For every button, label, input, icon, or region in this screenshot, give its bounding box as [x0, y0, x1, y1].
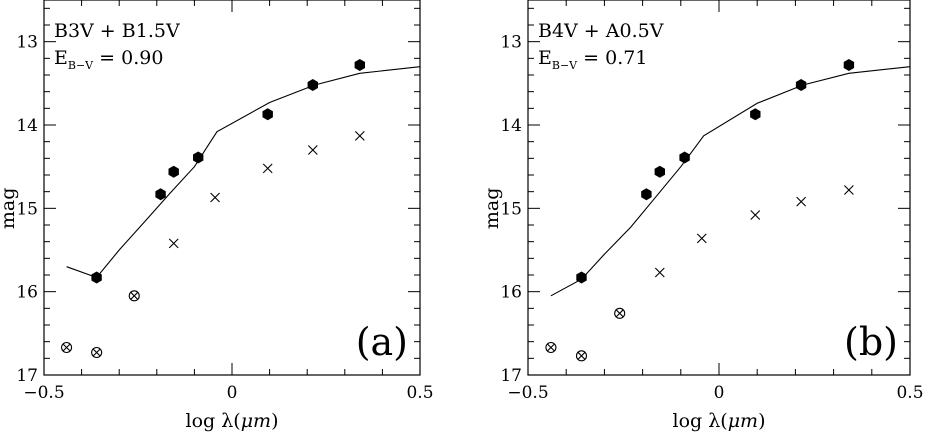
- cross-point: [262, 163, 273, 174]
- spectral-types-label: B4V + A0.5V: [538, 20, 664, 42]
- reddening-label: EB−V = 0.90: [54, 47, 163, 72]
- cross-point: [307, 145, 318, 155]
- y-tick-label: 17: [500, 366, 522, 386]
- observed-point: [262, 108, 273, 121]
- cross-point: [354, 130, 365, 141]
- circled-cross-point: [545, 341, 557, 354]
- chart-panel-b: −0.5 0 0.5 13 14 15 16 17 log λ(μm) mag B4V + A0.5…: [481, 0, 924, 432]
- observed-point: [679, 151, 690, 164]
- observed-point: [193, 151, 204, 164]
- x-tick-label: 0: [227, 383, 238, 403]
- panel-label: (a): [356, 320, 408, 364]
- y-axis-label: mag: [481, 188, 503, 230]
- observed-point: [168, 165, 179, 178]
- x-tick-label: 0.5: [406, 383, 433, 403]
- panel-label: (b): [844, 320, 898, 364]
- chart-panel-a: −0.5 0 0.5 13 14 15 16 17 log λ(μm) mag B3V + B1.5…: [0, 0, 434, 432]
- reddening-symbol: E: [54, 47, 68, 69]
- cross-point: [750, 210, 761, 220]
- x-axis-label-close: ): [271, 410, 278, 432]
- y-tick-label: 13: [500, 33, 522, 53]
- reddening-subscript: B−V: [68, 59, 94, 72]
- x-axis-label-close: ): [758, 410, 765, 432]
- y-tick-label: 13: [16, 33, 38, 53]
- x-axis-label: log λ(μm): [673, 410, 766, 432]
- x-tick-label: −0.5: [507, 383, 548, 403]
- reddening-value: = 0.90: [93, 47, 163, 69]
- y-tick-label: 15: [500, 199, 522, 219]
- circled-cross-point: [91, 346, 103, 359]
- cross-point: [843, 185, 854, 195]
- reddening-subscript: B−V: [552, 59, 578, 72]
- y-tick-label: 14: [16, 116, 38, 136]
- x-axis-label-text: log λ(: [673, 410, 728, 432]
- circled-cross-point: [614, 307, 626, 319]
- y-tick-label: 14: [500, 116, 522, 136]
- x-axis-label-unit: μm: [728, 410, 758, 432]
- y-tick-label: 16: [500, 283, 522, 303]
- observed-point: [795, 79, 807, 91]
- cross-point: [210, 192, 220, 203]
- reddening-label: EB−V = 0.71: [538, 47, 647, 72]
- circled-cross-point: [575, 350, 588, 362]
- cross-point: [796, 196, 807, 207]
- observed-point: [155, 188, 166, 201]
- model-sed-line: [66, 66, 421, 279]
- x-axis-label-text: log λ(: [186, 410, 241, 432]
- cross-point: [654, 267, 665, 278]
- reddening-value: = 0.71: [577, 47, 647, 69]
- observed-point: [641, 188, 652, 201]
- spectral-types-label: B3V + B1.5V: [54, 20, 180, 42]
- x-tick-label: 0.5: [896, 383, 923, 403]
- x-tick-label: −0.5: [23, 383, 64, 403]
- cross-point: [168, 238, 179, 249]
- observed-point: [654, 165, 665, 178]
- observed-point: [843, 59, 855, 71]
- y-tick-label: 17: [16, 366, 38, 386]
- y-axis-label: mag: [0, 188, 19, 230]
- circled-cross-point: [128, 290, 140, 302]
- reddening-symbol: E: [538, 47, 552, 69]
- cross-point: [696, 233, 707, 244]
- x-axis-label: log λ(μm): [186, 410, 279, 432]
- model-sed-line: [550, 66, 911, 297]
- x-axis-label-unit: μm: [241, 410, 271, 432]
- observed-point: [354, 59, 365, 71]
- observed-point: [307, 79, 318, 91]
- circled-cross-point: [61, 341, 73, 354]
- observed-point: [750, 108, 761, 121]
- y-tick-label: 15: [16, 199, 38, 219]
- x-tick-label: 0: [714, 383, 725, 403]
- y-tick-label: 16: [16, 283, 38, 303]
